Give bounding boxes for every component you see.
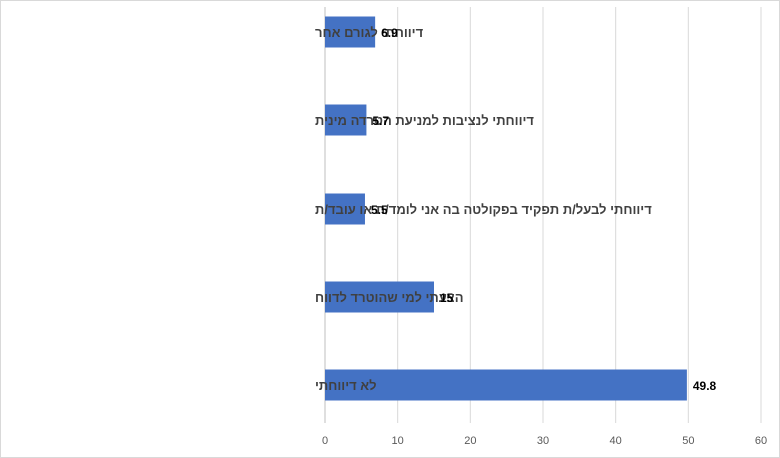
category-label: דיווחתי לנציבות למניעת הטרדה מינית	[315, 113, 534, 128]
data-label: 5.7	[372, 114, 389, 128]
x-tick-label: 20	[464, 435, 476, 447]
x-tick-label: 60	[755, 435, 767, 447]
bar-3	[325, 193, 365, 225]
x-tick-label: 50	[682, 435, 694, 447]
x-tick-label: 30	[537, 435, 549, 447]
category-label: הצעתי למי שהוטרד לדווח	[315, 290, 463, 305]
bar-2	[325, 104, 367, 136]
x-tick-label: 10	[392, 435, 404, 447]
bar-5	[325, 369, 687, 401]
data-label: 49.8	[693, 379, 717, 393]
category-label: לא דיווחתי	[315, 378, 377, 393]
data-label: 6.9	[381, 26, 398, 40]
x-tick-label: 0	[322, 435, 328, 447]
data-label: 15	[440, 291, 454, 305]
category-label: דיווחתי לבעל/ת תפקיד בפקולטה בה אני לומד…	[315, 202, 652, 217]
data-label: 5.5	[371, 203, 388, 217]
grid-lines	[324, 7, 762, 423]
category-label: דיווחתי לגורם אחר	[315, 25, 424, 40]
bar-4	[325, 281, 434, 313]
x-tick-label: 40	[610, 435, 622, 447]
bars	[325, 16, 687, 401]
bar-1	[325, 16, 376, 48]
